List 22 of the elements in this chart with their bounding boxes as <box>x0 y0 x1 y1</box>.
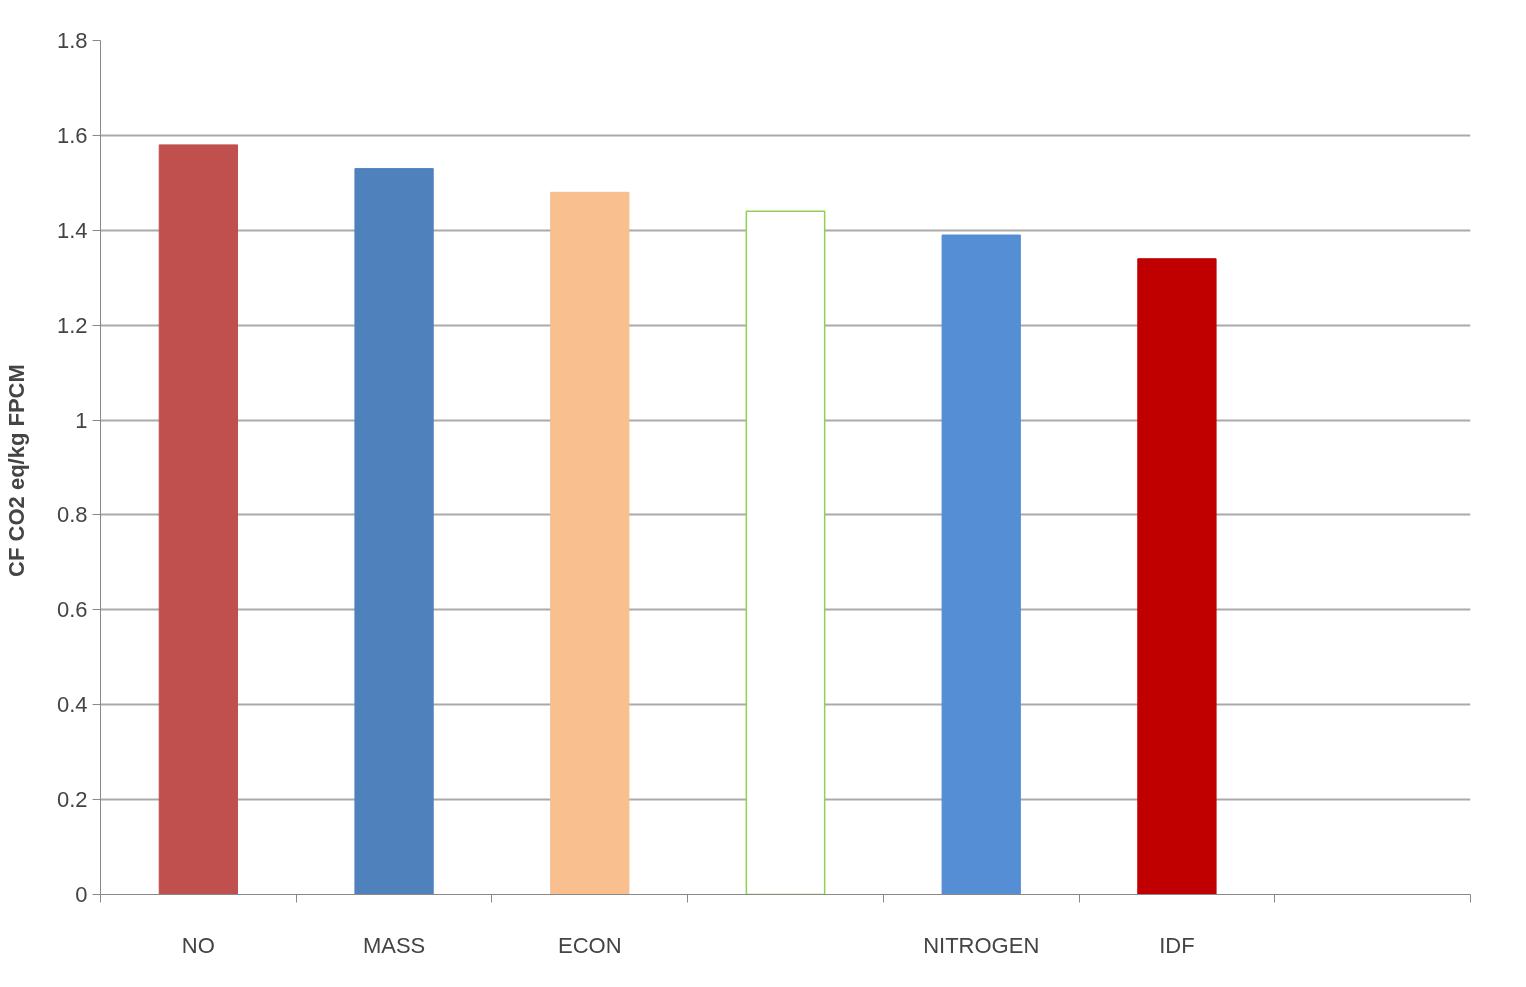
y-tick-label: 0.6 <box>56 597 88 623</box>
y-tick-label: 0.8 <box>56 502 88 528</box>
bar <box>354 168 434 895</box>
y-tick-label: 1.2 <box>56 312 88 338</box>
y-tick-label: 0.4 <box>56 692 88 718</box>
x-tick-label: MASS <box>362 932 426 958</box>
bar <box>745 210 826 895</box>
y-tick-label: 1 <box>75 407 88 433</box>
bar <box>158 144 238 895</box>
x-tick-label: IDF <box>1159 932 1195 958</box>
x-tick-label: NITROGEN <box>923 932 1040 958</box>
y-tick-label: 0 <box>75 882 88 907</box>
bar <box>941 234 1021 895</box>
bar <box>1137 258 1217 895</box>
y-tick-label: 1.4 <box>56 217 88 243</box>
y-tick-label: 1.8 <box>56 28 88 53</box>
y-tick-label: 1.6 <box>56 122 88 148</box>
x-tick-label: NO <box>181 932 215 958</box>
y-axis-title: CF CO2 eq/kg FPCM <box>3 364 29 577</box>
y-tick-label: 0.2 <box>56 787 88 813</box>
bar <box>550 191 630 895</box>
x-tick-label: ECON <box>558 932 622 958</box>
